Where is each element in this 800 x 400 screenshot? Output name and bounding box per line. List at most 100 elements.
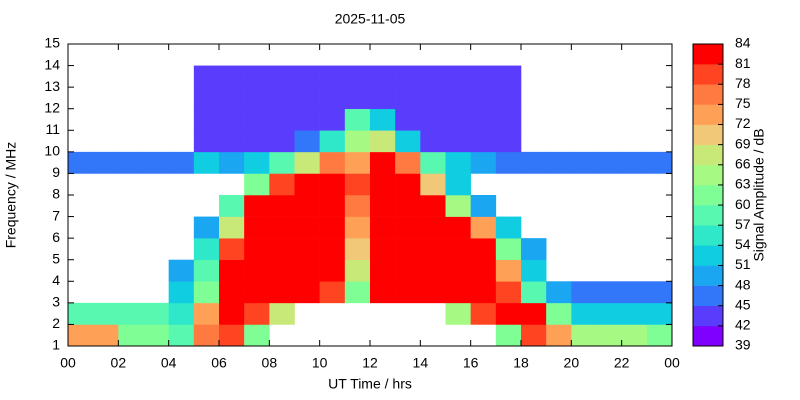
heatmap-cell	[344, 259, 371, 282]
heatmap-cell	[395, 151, 421, 174]
x-tick-label: 16	[463, 355, 479, 371]
heatmap-cell	[521, 302, 547, 325]
heatmap-cell	[294, 281, 320, 304]
heatmap-cell	[646, 151, 673, 174]
heatmap-cell	[521, 281, 547, 304]
heatmap-cell	[344, 173, 371, 196]
y-tick-label: 6	[52, 229, 60, 245]
heatmap-cell	[370, 151, 396, 174]
heatmap-cell	[244, 130, 270, 153]
heatmap-cell	[168, 302, 195, 325]
colorbar-tick-label: 72	[735, 115, 751, 131]
heatmap-cell	[294, 65, 320, 88]
heatmap-cell	[546, 302, 572, 325]
heatmap-cell	[168, 151, 195, 174]
colorbar-band	[693, 84, 723, 105]
heatmap-cell	[219, 195, 245, 217]
colorbar-band	[693, 305, 723, 327]
heatmap-cell	[546, 151, 572, 174]
colorbar-tick-label: 69	[735, 135, 751, 151]
heatmap-cell	[344, 195, 371, 217]
heatmap-cell	[370, 259, 396, 282]
y-axis-label: Frequency / MHz	[3, 142, 19, 249]
heatmap-cell	[495, 238, 522, 261]
heatmap-cell	[244, 259, 270, 282]
heatmap-cell	[646, 324, 673, 347]
heatmap-cell	[244, 151, 270, 174]
heatmap-cell	[93, 151, 119, 174]
heatmap-cell	[269, 195, 295, 217]
y-tick-label: 11	[45, 121, 60, 137]
colorbar-tick-label: 60	[735, 196, 751, 212]
heatmap-cell	[193, 130, 220, 153]
heatmap-cell	[219, 87, 245, 110]
y-tick-label: 14	[44, 56, 60, 72]
x-tick-label: 18	[513, 355, 529, 371]
heatmap-cell	[319, 108, 346, 131]
heatmap-cell	[470, 65, 497, 88]
x-tick-label: 12	[362, 355, 378, 371]
colorbar-band	[693, 64, 723, 85]
heatmap-cell	[445, 130, 471, 153]
heatmap-cell	[344, 238, 371, 261]
colorbar-band	[693, 44, 723, 65]
heatmap-cell	[143, 324, 169, 347]
heatmap-cell	[294, 151, 320, 174]
heatmap-cell	[168, 324, 195, 347]
heatmap-cell	[319, 151, 346, 174]
y-tick-label: 10	[44, 143, 60, 159]
y-tick-label: 12	[44, 99, 60, 115]
heatmap-cell	[420, 195, 446, 217]
heatmap-cell	[93, 324, 119, 347]
heatmap-cell	[495, 259, 522, 282]
heatmap-cell	[269, 259, 295, 282]
heatmap-cell	[370, 195, 396, 217]
x-tick-label: 08	[262, 355, 278, 371]
heatmap-cell	[470, 87, 497, 110]
colorbar-label: Signal Amplitude / dB	[751, 128, 767, 261]
heatmap-cell	[219, 324, 245, 347]
heatmap-cell	[445, 216, 471, 239]
heatmap-cell	[269, 87, 295, 110]
heatmap-cell	[319, 130, 346, 153]
heatmap-cell	[470, 281, 497, 304]
y-tick-label: 5	[52, 250, 60, 266]
heatmap-cell	[470, 302, 497, 325]
heatmap-cell	[571, 151, 597, 174]
heatmap-cell	[68, 302, 94, 325]
heatmap-cell	[193, 216, 220, 239]
heatmap-cell	[495, 130, 522, 153]
heatmap-cell	[118, 302, 144, 325]
colorbar-band	[693, 164, 723, 186]
colorbar-band	[693, 325, 723, 347]
heatmap-cell	[294, 259, 320, 282]
x-tick-label: 20	[564, 355, 580, 371]
heatmap-cell	[571, 281, 597, 304]
heatmap-cell	[269, 151, 295, 174]
x-tick-label: 06	[211, 355, 227, 371]
heatmap-cell	[244, 216, 270, 239]
colorbar-tick-label: 84	[735, 35, 751, 51]
colorbar-tick-label: 75	[735, 95, 751, 111]
heatmap-cell	[68, 324, 94, 347]
heatmap-cell	[370, 108, 396, 131]
heatmap-cell	[269, 173, 295, 196]
heatmap-cell	[219, 259, 245, 282]
colorbar-tick-label: 42	[735, 317, 751, 333]
heatmap-cell	[219, 151, 245, 174]
heatmap-cell	[445, 238, 471, 261]
heatmap-cell	[319, 195, 346, 217]
colorbar-tick-label: 63	[735, 176, 751, 192]
heatmap-cell	[143, 151, 169, 174]
heatmap-cell	[395, 173, 421, 196]
heatmap-cell	[219, 65, 245, 88]
heatmap-cell	[445, 195, 471, 217]
heatmap-cell	[445, 108, 471, 131]
heatmap-cell	[294, 108, 320, 131]
heatmap-cell	[395, 65, 421, 88]
heatmap-cell	[445, 281, 471, 304]
x-tick-label: 04	[161, 355, 177, 371]
heatmap-cell	[143, 302, 169, 325]
heatmap-cell	[269, 281, 295, 304]
